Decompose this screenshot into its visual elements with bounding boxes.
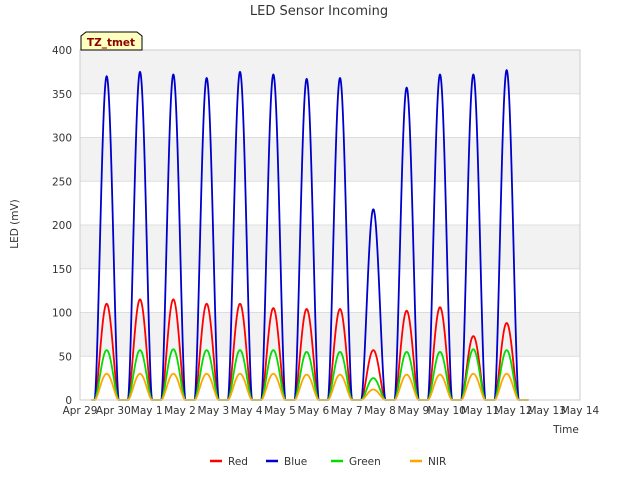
x-tick-label: May 9 [397,405,429,417]
x-tick-label: Apr 30 [96,405,131,417]
y-tick-label: 400 [52,45,72,57]
x-tick-label: May 14 [561,405,600,417]
y-axis-ticks: 0 50 100 150 200 250 300 350 400 [52,45,72,407]
y-tick-label: 150 [52,264,72,276]
plot-background-bands [80,50,580,357]
y-tick-label: 50 [59,351,72,363]
x-tick-label: May 2 [164,405,196,417]
x-axis-label: Time [552,424,579,436]
legend-label-green: Green [349,456,381,468]
y-tick-label: 250 [52,176,72,188]
x-tick-label: May 3 [197,405,229,417]
x-tick-label: Apr 29 [63,405,98,417]
band-150 [80,225,580,269]
x-tick-label: May 4 [231,405,263,417]
legend-label-nir: NIR [428,456,446,468]
legend-label-red: Red [228,456,248,468]
y-tick-label: 0 [65,395,72,407]
band-250 [80,137,580,182]
x-tick-label: May 7 [331,405,363,417]
tz-annotation: TZ_tmet [80,31,143,51]
x-tick-label: May 1 [131,405,163,417]
x-tick-label: May 8 [364,405,396,417]
y-tick-label: 200 [52,220,72,232]
chart-title: LED Sensor Incoming [250,4,388,19]
y-tick-label: 300 [52,133,72,145]
x-tick-label: May 13 [527,405,565,417]
x-tick-label: May 6 [297,405,329,417]
band-350 [80,50,580,94]
tz-annotation-label: TZ_tmet [87,37,135,49]
plot-frame [79,49,581,401]
x-tick-label: May 11 [461,405,499,417]
legend-label-blue: Blue [284,456,307,468]
x-tick-label: May 12 [494,405,532,417]
y-tick-label: 100 [52,308,72,320]
y-axis-label: LED (mV) [9,199,21,249]
y-tick-label: 350 [52,89,72,101]
legend: Red Blue Green NIR [210,456,446,468]
x-tick-label: May 5 [264,405,296,417]
x-tick-label: May 10 [427,405,465,417]
